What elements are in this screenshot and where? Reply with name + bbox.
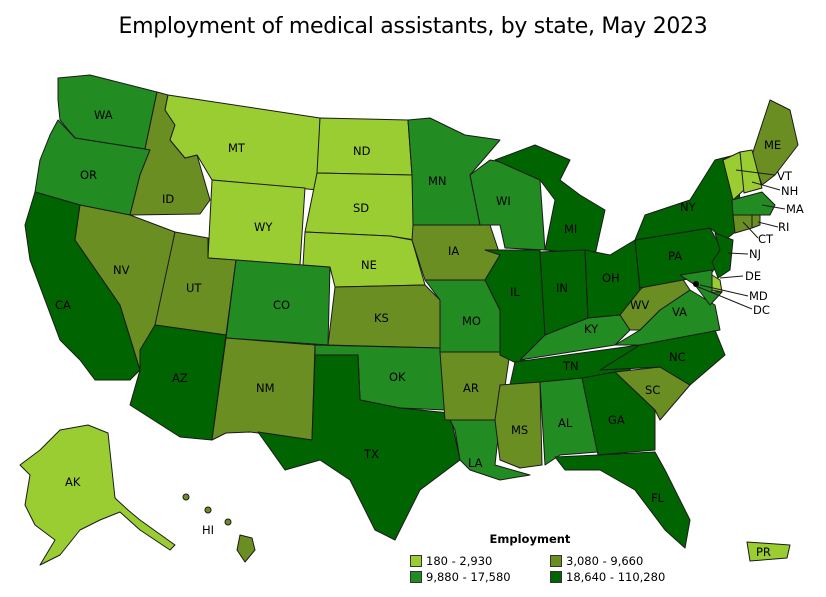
label-dc: DC	[753, 303, 770, 317]
legend-label-bin1: 180 - 2,930	[426, 554, 493, 568]
legend-label-bin4: 18,640 - 110,280	[566, 570, 666, 584]
label-nh: NH	[781, 184, 798, 198]
state-ia[interactable]	[411, 224, 501, 281]
state-co[interactable]	[225, 259, 331, 346]
map-title: Employment of medical assistants, by sta…	[118, 14, 708, 39]
leader-ct	[742, 221, 759, 239]
state-ma[interactable]	[731, 191, 776, 216]
legend-item-bin2: 3,080 - 9,660	[550, 554, 680, 568]
state-ms[interactable]	[494, 381, 543, 469]
leader-nj	[727, 252, 749, 255]
legend: Employment 180 - 2,930 3,080 - 9,660 9,8…	[410, 532, 670, 584]
label-ma: MA	[786, 202, 804, 216]
state-hi-island-maui[interactable]	[224, 518, 232, 526]
state-ri[interactable]	[751, 214, 761, 229]
legend-swatch-bin1	[410, 555, 422, 567]
state-nm[interactable]	[211, 337, 316, 441]
state-tx[interactable]	[257, 354, 461, 541]
leader-de	[719, 275, 744, 279]
legend-item-bin4: 18,640 - 110,280	[550, 570, 680, 584]
label-de: DE	[745, 269, 761, 283]
leader-nh	[751, 181, 781, 191]
state-sd[interactable]	[304, 172, 416, 241]
label-ct: CT	[758, 232, 774, 246]
state-nj[interactable]	[711, 232, 734, 279]
leader-ma	[761, 204, 786, 210]
state-nd[interactable]	[316, 117, 413, 176]
state-me[interactable]	[751, 99, 799, 186]
state-ak[interactable]	[19, 424, 176, 566]
state-ny[interactable]	[634, 154, 741, 241]
label-hi: HI	[202, 523, 214, 537]
leader-md	[699, 284, 749, 297]
dc-marker[interactable]	[693, 281, 699, 287]
legend-item-bin3: 9,880 - 17,580	[410, 570, 550, 584]
legend-swatch-bin2	[550, 555, 562, 567]
label-vt: VT	[777, 169, 793, 183]
state-hi-island-oahu[interactable]	[204, 506, 212, 514]
state-hi-island-kauai[interactable]	[182, 493, 190, 501]
label-md: MD	[749, 289, 768, 303]
legend-label-bin2: 3,080 - 9,660	[566, 554, 644, 568]
legend-grid: 180 - 2,930 3,080 - 9,660 9,880 - 17,580…	[410, 554, 670, 584]
state-wy[interactable]	[207, 179, 306, 266]
state-al[interactable]	[539, 377, 599, 466]
state-pr[interactable]	[746, 541, 791, 562]
state-ct[interactable]	[732, 214, 753, 234]
label-ri: RI	[778, 220, 789, 234]
legend-title: Employment	[489, 532, 571, 546]
legend-swatch-bin3	[410, 571, 422, 583]
state-ks[interactable]	[327, 284, 441, 349]
label-nj: NJ	[749, 247, 761, 261]
legend-label-bin3: 9,880 - 17,580	[426, 570, 511, 584]
leader-dc	[695, 285, 753, 310]
leader-vt	[735, 169, 776, 176]
state-fl[interactable]	[554, 451, 691, 549]
legend-swatch-bin4	[550, 571, 562, 583]
leader-ri	[757, 221, 779, 228]
state-hi[interactable]	[236, 534, 256, 563]
state-mi[interactable]	[494, 144, 606, 256]
legend-item-bin1: 180 - 2,930	[410, 554, 550, 568]
state-az[interactable]	[129, 324, 227, 441]
